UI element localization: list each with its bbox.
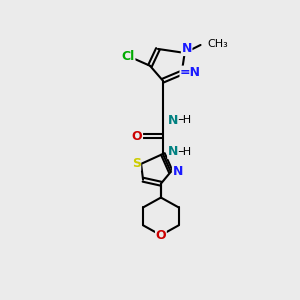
Text: N: N (168, 146, 178, 158)
Text: Cl: Cl (122, 50, 135, 63)
Text: N: N (182, 42, 192, 56)
Text: ─H: ─H (176, 115, 191, 125)
Text: =N: =N (180, 66, 201, 79)
Text: O: O (156, 229, 166, 242)
Text: O: O (132, 130, 142, 142)
Text: CH₃: CH₃ (208, 39, 228, 49)
Text: ─H: ─H (176, 147, 191, 157)
Text: N: N (168, 114, 178, 127)
Text: N: N (172, 165, 183, 178)
Text: S: S (132, 158, 141, 170)
